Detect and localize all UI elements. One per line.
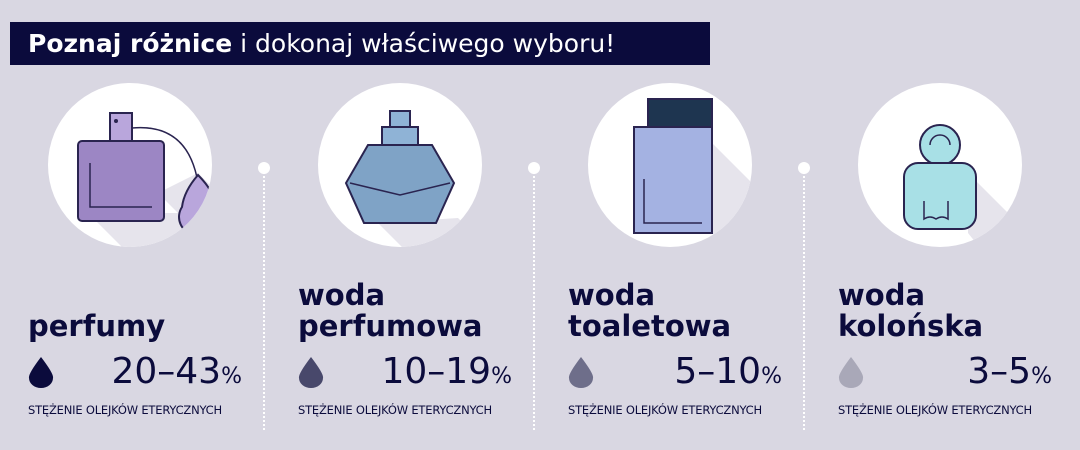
drop-icon bbox=[568, 357, 594, 388]
drop-icon bbox=[298, 357, 324, 388]
drop-icon bbox=[838, 357, 864, 388]
separator bbox=[263, 168, 265, 430]
product-woda-kolonska: woda kolońska 3–5% STĘŻENIE OLEJKÓW ETERY… bbox=[810, 0, 1080, 450]
separator bbox=[533, 168, 535, 430]
product-woda-toaletowa: woda toaletowa 5–10% STĘŻENIE OLEJKÓW ETE… bbox=[540, 0, 810, 450]
title-rest: i dokonaj właściwego wyboru! bbox=[232, 29, 616, 58]
page-title: Poznaj różnice i dokonaj właściwego wybo… bbox=[10, 22, 710, 65]
separator-dot bbox=[798, 162, 810, 174]
icon-circle bbox=[318, 83, 482, 247]
rectangular-bottle-icon bbox=[633, 98, 752, 247]
product-woda-perfumowa: woda perfumowa 10–19% STĘŻENIE OLEJKÓW ET… bbox=[270, 0, 540, 450]
concentration-range: 5–10% bbox=[674, 351, 782, 392]
icon-circle bbox=[48, 83, 212, 247]
icon-circle bbox=[858, 83, 1022, 247]
concentration-range: 10–19% bbox=[381, 351, 512, 392]
concentration-range: 3–5% bbox=[967, 351, 1052, 392]
cologne-bottle-icon bbox=[903, 124, 1022, 247]
separator bbox=[803, 168, 805, 430]
hexagon-perfume-bottle-icon bbox=[344, 110, 482, 247]
product-name: perfumy bbox=[28, 309, 166, 343]
concentration-caption: STĘŻENIE OLEJKÓW ETERYCZNYCH bbox=[28, 403, 222, 417]
title-bold: Poznaj różnice bbox=[28, 29, 233, 58]
perfume-atomizer-bottle-icon bbox=[77, 112, 212, 247]
drop-icon bbox=[28, 357, 54, 388]
concentration-caption: STĘŻENIE OLEJKÓW ETERYCZNYCH bbox=[298, 403, 492, 417]
separator-dot bbox=[258, 162, 270, 174]
concentration-caption: STĘŻENIE OLEJKÓW ETERYCZNYCH bbox=[838, 403, 1032, 417]
product-name: woda toaletowa bbox=[568, 278, 732, 343]
product-perfumy: perfumy 20–43% STĘŻENIE OLEJKÓW ETERYCZN… bbox=[0, 0, 270, 450]
separator-dot bbox=[528, 162, 540, 174]
icon-circle bbox=[588, 83, 752, 247]
concentration-range: 20–43% bbox=[111, 351, 242, 392]
product-name: woda kolońska bbox=[838, 278, 984, 343]
product-name: woda perfumowa bbox=[298, 278, 483, 343]
concentration-caption: STĘŻENIE OLEJKÓW ETERYCZNYCH bbox=[568, 403, 762, 417]
